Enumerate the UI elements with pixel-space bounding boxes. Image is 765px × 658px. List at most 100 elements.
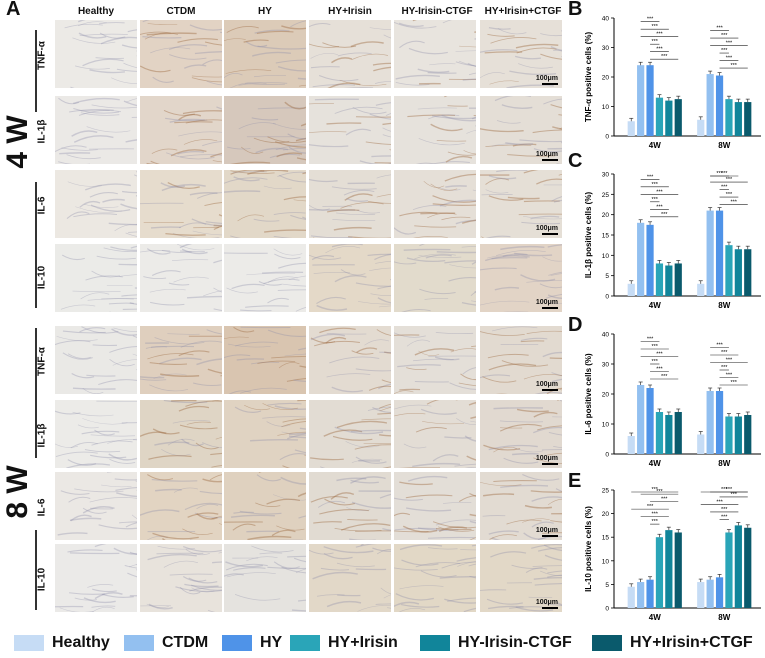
significance-label: *** (721, 487, 728, 493)
tissue-texture (407, 96, 476, 164)
column-header-hy-irisin-ctgf: HY-Irisin-CTGF (401, 6, 473, 17)
micrograph-tile (224, 20, 306, 88)
micrograph-tile: 100μm (480, 400, 562, 468)
micrograph-tile: 100μm (480, 544, 562, 612)
y-tick-label: 20 (602, 392, 610, 399)
micrograph-tile (309, 400, 391, 468)
row-label-il10-8w: IL-10 (36, 567, 48, 592)
tissue-texture (224, 326, 306, 394)
significance-label: *** (656, 352, 663, 358)
scale-bar-label: 100μm (535, 455, 558, 462)
scale-bar-line (542, 159, 558, 161)
scale-bar-label: 100μm (535, 225, 558, 232)
micrograph-tile (309, 326, 391, 394)
tissue-texture (57, 472, 137, 536)
y-tick-label: 5 (605, 582, 609, 589)
significance-label: *** (721, 350, 728, 356)
scale-bar-label: 100μm (535, 527, 558, 534)
micrograph-tile (394, 400, 476, 468)
legend-item-hy: HY (222, 634, 282, 652)
x-tick-label: 8W (718, 141, 730, 150)
row-label-il1b-8w: IL-1β (36, 423, 48, 448)
significance-label: *** (726, 41, 733, 47)
micrograph-tile (140, 170, 222, 238)
bar (734, 525, 742, 608)
significance-label: *** (652, 519, 659, 525)
bar (655, 97, 664, 136)
tissue-texture (480, 27, 562, 88)
y-tick-label: 15 (602, 233, 610, 240)
y-tick-label: 0 (605, 294, 609, 301)
scale-bar-line (542, 233, 558, 235)
y-tick-label: 10 (602, 558, 610, 565)
tissue-texture (480, 244, 562, 312)
scale-bar: 100μm (536, 299, 558, 309)
significance-label: *** (726, 177, 733, 183)
row-label-il1b-4w: IL-1β (36, 119, 48, 144)
scale-bar-label: 100μm (535, 599, 558, 606)
micrograph-tile (55, 244, 137, 312)
y-tick-label: 10 (602, 422, 610, 429)
row-label-tnf-4w: TNF-α (36, 41, 48, 70)
bar (637, 582, 645, 608)
legend-swatch-ctdm (124, 635, 154, 651)
micrograph-tile (224, 244, 306, 312)
micrograph-tile: 100μm (480, 472, 562, 540)
significance-label: *** (656, 47, 663, 53)
tissue-texture (480, 170, 562, 238)
chart-il-1beta: IL-1β positive cells (%) 0 5 10 15 20 25 30 4W **… (584, 171, 761, 310)
scale-bar-line (542, 463, 558, 465)
scale-bar-line (542, 307, 558, 309)
legend-label-hy-irisin-ctgf-combo: HY+Irisin+CTGF (630, 634, 753, 651)
significance-label: *** (652, 197, 659, 203)
significance-label: *** (656, 367, 663, 373)
micrograph-tile (55, 96, 137, 164)
tissue-texture (310, 476, 391, 540)
legend-item-hy-irisin-ctgf: HY-Irisin-CTGF (420, 634, 572, 652)
significance-label: *** (661, 212, 668, 218)
y-tick-label: 30 (602, 45, 610, 52)
micrograph-tile: 100μm (480, 96, 562, 164)
panel-letter-b: B (568, 0, 583, 20)
significance-label: *** (647, 337, 654, 343)
micrograph-tile (394, 20, 476, 88)
legend-item-healthy: Healthy (14, 634, 110, 652)
y-axis-label: IL-6 positive cells (%) (584, 353, 593, 435)
significance-label: *** (726, 192, 733, 198)
significance-label: *** (716, 499, 723, 505)
bar (725, 99, 733, 136)
tissue-texture (140, 474, 222, 540)
tissue-texture (394, 173, 476, 238)
micrograph-tile: 100μm (480, 20, 562, 88)
tissue-texture (309, 23, 391, 88)
tissue-texture (146, 106, 222, 164)
significance-label: *** (647, 17, 654, 23)
bar (744, 102, 752, 136)
tissue-texture (140, 244, 222, 312)
bar (715, 210, 724, 296)
significance-label: *** (726, 358, 733, 364)
week-divider-8w (35, 328, 37, 458)
week-divider-4w (35, 30, 37, 112)
y-tick-label: 0 (605, 606, 609, 613)
significance-label: *** (721, 507, 728, 513)
y-tick-label: 10 (602, 253, 610, 260)
scale-bar-line (542, 83, 558, 85)
tissue-texture (224, 20, 306, 88)
bar (674, 532, 682, 608)
tissue-texture (64, 20, 137, 88)
significance-label: *** (721, 48, 728, 54)
tissue-texture (140, 329, 222, 392)
week-divider-8w-lower (35, 530, 37, 610)
chart-tnf-alpha: TNF-α positive cells (%)0102030404W*****… (584, 16, 761, 150)
significance-label: *** (730, 63, 737, 69)
significance-label: *** (721, 33, 728, 39)
scale-bar-line (542, 389, 558, 391)
significance-label: *** (661, 497, 668, 503)
tissue-texture (309, 244, 391, 311)
significance-label: *** (647, 174, 654, 180)
bar (734, 416, 742, 454)
micrograph-tile (224, 472, 306, 540)
x-tick-label: 8W (718, 613, 730, 622)
tissue-texture (60, 245, 137, 312)
